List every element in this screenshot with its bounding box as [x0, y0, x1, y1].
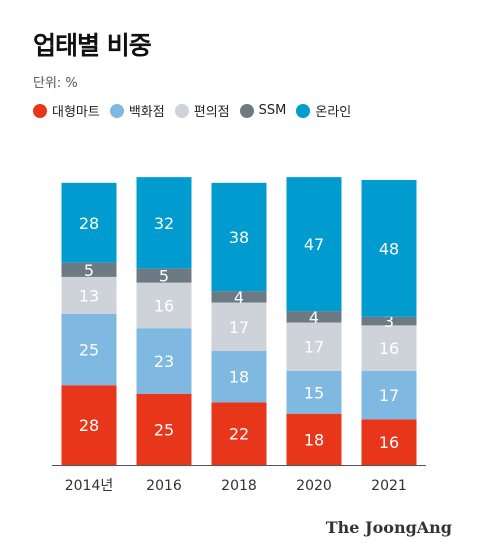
legend-label-department-store: 백화점	[128, 105, 165, 120]
legend-label-hypermarket: 대형마트	[52, 105, 100, 120]
legend-label-convenience-store: 편의점	[193, 105, 230, 120]
bar-segment-2020-s4	[286, 177, 342, 312]
bar-segment-2018-s3	[211, 291, 267, 303]
data-label-2018-s3: 4	[234, 288, 244, 307]
data-label-2020-s0: 18	[304, 430, 324, 449]
x-tick-label-2021: 2021	[371, 478, 407, 494]
bar-segment-2018-s4	[211, 182, 267, 292]
data-label-2018-s0: 22	[229, 425, 249, 444]
data-label-2014-s1: 25	[79, 341, 99, 360]
unit-label: 단위: %	[33, 76, 78, 91]
data-label-2021-s2: 16	[379, 339, 399, 358]
bar-segment-2020-s0	[286, 413, 342, 465]
bar-segment-2016-s0	[136, 393, 192, 465]
legend-swatch-online	[296, 103, 311, 118]
bar-segment-2016-s4	[136, 177, 192, 269]
legend: 대형마트 백화점 편의점 SSM 온라인	[33, 101, 351, 120]
bar-segment-2020-s2	[286, 322, 342, 371]
bar-segment-2018-s2	[211, 302, 267, 351]
data-label-2016-s4: 32	[154, 214, 174, 233]
x-tick-label-2018: 2018	[221, 478, 257, 494]
legend-swatch-department-store	[109, 103, 124, 118]
legend-item-online: 온라인	[296, 101, 351, 120]
data-label-2014-s0: 28	[79, 416, 99, 435]
bar-segment-2014-s2	[61, 276, 117, 314]
bar-segment-2014-s0	[61, 385, 117, 465]
legend-item-department-store: 백화점	[109, 101, 165, 120]
data-label-2020-s1: 15	[304, 383, 324, 402]
data-label-2021-s3: 3	[384, 312, 394, 331]
data-label-2014-s3: 5	[84, 261, 94, 280]
x-tick-label-2016: 2016	[146, 478, 182, 494]
bar-segment-2018-s0	[211, 402, 267, 465]
source-credit: The JoongAng	[325, 518, 452, 537]
bar-segment-2021-s1	[361, 370, 417, 420]
bar-segment-2014-s3	[61, 262, 117, 277]
legend-item-hypermarket: 대형마트	[33, 101, 100, 120]
bar-segment-2014-s1	[61, 313, 117, 386]
data-label-2018-s4: 38	[229, 228, 249, 247]
bar-segment-2016-s2	[136, 282, 192, 329]
data-label-2018-s2: 17	[229, 318, 249, 337]
legend-item-convenience-store: 편의점	[174, 101, 230, 120]
bar-segment-2016-s1	[136, 328, 192, 394]
bar-segment-2021-s3	[361, 316, 417, 326]
x-tick-label-2020: 2020	[296, 478, 332, 494]
data-label-2016-s1: 23	[154, 352, 174, 371]
bar-segment-2018-s1	[211, 351, 267, 403]
data-label-2020-s2: 17	[304, 338, 324, 357]
data-label-2014-s2: 13	[79, 286, 99, 305]
bar-segment-2021-s2	[361, 325, 417, 371]
data-label-2020-s4: 47	[304, 235, 324, 254]
chart-title: 업태별 비중	[33, 31, 152, 60]
data-label-2016-s2: 16	[154, 296, 174, 315]
data-label-2016-s3: 5	[159, 266, 169, 285]
data-label-2021-s0: 16	[379, 433, 399, 452]
bar-segment-2020-s3	[286, 311, 342, 323]
bar-segment-2016-s3	[136, 268, 192, 283]
legend-swatch-ssm	[239, 103, 254, 118]
x-tick-label-2014: 2014년	[65, 478, 114, 494]
data-label-2021-s1: 17	[379, 386, 399, 405]
data-label-2020-s3: 4	[309, 308, 319, 327]
legend-label-online: 온라인	[315, 105, 352, 120]
data-label-2016-s0: 25	[154, 420, 174, 439]
data-label-2018-s1: 18	[229, 368, 249, 387]
data-label-2021-s4: 48	[379, 239, 399, 258]
bar-segment-2020-s1	[286, 370, 342, 414]
legend-swatch-convenience-store	[174, 103, 189, 118]
legend-label-ssm: SSM	[258, 103, 287, 118]
legend-item-ssm: SSM	[239, 103, 287, 118]
bar-segment-2014-s4	[61, 182, 117, 263]
data-label-2014-s4: 28	[79, 214, 99, 233]
bar-segment-2021-s4	[361, 180, 417, 317]
legend-swatch-hypermarket	[33, 103, 47, 118]
bar-segment-2021-s0	[361, 419, 417, 465]
